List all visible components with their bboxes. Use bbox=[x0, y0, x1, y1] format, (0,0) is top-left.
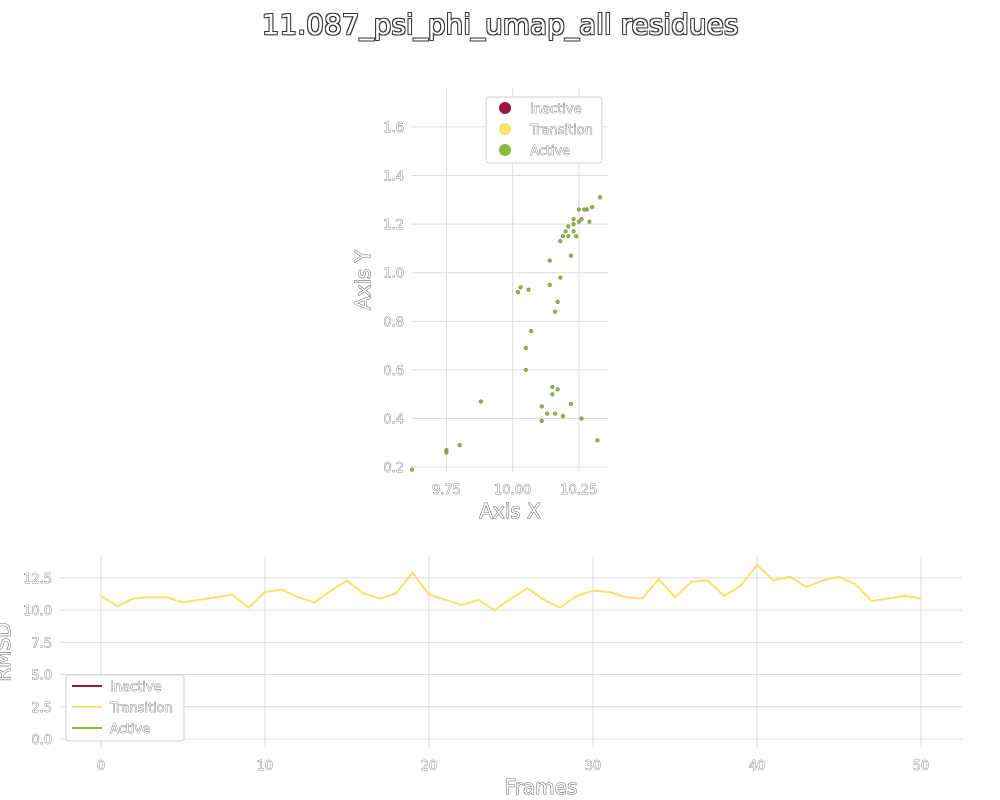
scatter-point bbox=[584, 207, 589, 212]
line-y-tick-label: 5.0 bbox=[31, 669, 52, 684]
scatter-y-tick-label: 1.0 bbox=[383, 267, 404, 282]
chart-title: 11.087_psi_phi_umap_all residues bbox=[261, 8, 739, 41]
line-y-tick-label: 10.0 bbox=[23, 604, 52, 619]
scatter-point bbox=[550, 392, 555, 397]
line-legend-label-active: Active bbox=[110, 722, 150, 737]
scatter-point bbox=[478, 399, 483, 404]
line-legend: Inactive Transition Active bbox=[65, 674, 185, 742]
scatter-x-tick-label: 9.75 bbox=[432, 483, 461, 498]
line-y-tick-label: 2.5 bbox=[31, 701, 52, 716]
scatter-x-tick-label: 10.00 bbox=[494, 483, 531, 498]
scatter-y-tick-label: 0.2 bbox=[383, 461, 404, 476]
line-y-tick-label: 12.5 bbox=[23, 572, 52, 587]
scatter-point bbox=[590, 204, 595, 210]
scatter-point bbox=[568, 401, 574, 407]
scatter-x-tick-label: 10.25 bbox=[560, 483, 597, 498]
scatter-point bbox=[539, 404, 544, 409]
line-x-tick-label: 0 bbox=[97, 759, 105, 774]
scatter-point bbox=[523, 345, 528, 351]
scatter-point bbox=[576, 219, 581, 224]
scatter-point bbox=[571, 229, 576, 234]
scatter-point bbox=[552, 411, 558, 416]
scatter-point bbox=[560, 414, 566, 419]
scatter-point bbox=[560, 234, 566, 239]
scatter-point bbox=[571, 222, 576, 227]
scatter-point bbox=[555, 387, 560, 392]
scatter-y-axis-label: Axis Y bbox=[351, 249, 375, 310]
scatter-point bbox=[571, 217, 576, 222]
scatter-y-tick-label: 1.2 bbox=[383, 218, 404, 233]
scatter-point bbox=[547, 282, 552, 287]
scatter-point bbox=[539, 418, 544, 424]
scatter-point bbox=[552, 309, 558, 314]
line-x-tick-label: 10 bbox=[257, 759, 274, 774]
scatter-point bbox=[568, 253, 574, 258]
scatter-point bbox=[526, 287, 531, 292]
scatter-point bbox=[558, 239, 563, 244]
scatter-point bbox=[550, 384, 555, 390]
line-legend-box bbox=[65, 674, 185, 742]
line-y-tick-label: 7.5 bbox=[31, 636, 52, 651]
line-x-tick-label: 50 bbox=[913, 759, 930, 774]
scatter-point bbox=[595, 438, 600, 443]
scatter-legend-label-transition: Transition bbox=[529, 123, 593, 138]
scatter-x-axis-label: Axis X bbox=[479, 499, 541, 523]
scatter-point bbox=[518, 285, 523, 290]
scatter-point bbox=[576, 207, 581, 212]
scatter-point bbox=[544, 411, 550, 416]
scatter-point bbox=[587, 219, 592, 224]
legend-marker-active bbox=[499, 144, 511, 156]
scatter-point bbox=[409, 467, 415, 472]
scatter-point bbox=[523, 367, 528, 373]
scatter-y-tick-label: 0.6 bbox=[383, 364, 404, 379]
rmsd-line-panel: 0 10 20 30 40 50 0.0 2.5 5.0 7.5 10.0 12.5 Frames R… bbox=[0, 556, 962, 799]
line-legend-label-inactive: Inactive bbox=[110, 680, 162, 695]
legend-marker-transition bbox=[499, 123, 511, 135]
line-y-tick-label: 0.0 bbox=[31, 733, 52, 748]
line-x-axis-label: Frames bbox=[505, 775, 578, 799]
scatter-point bbox=[529, 328, 534, 334]
scatter-point bbox=[555, 299, 560, 304]
line-legend-label-transition: Transition bbox=[109, 701, 173, 716]
series-line-transition bbox=[100, 563, 922, 612]
scatter-legend-label-active: Active bbox=[530, 144, 570, 159]
scatter-legend-label-inactive: Inactive bbox=[530, 102, 582, 117]
scatter-point bbox=[457, 443, 462, 448]
scatter-y-tick-label: 1.6 bbox=[383, 121, 404, 136]
line-y-axis-label: RMSD bbox=[0, 622, 15, 681]
scatter-y-tick-label: 0.4 bbox=[383, 413, 404, 428]
scatter-legend-box bbox=[485, 96, 603, 164]
scatter-point bbox=[563, 229, 568, 234]
scatter-point bbox=[574, 234, 579, 239]
scatter-point bbox=[566, 224, 571, 229]
scatter-y-tick-label: 0.8 bbox=[383, 315, 404, 330]
scatter-panel: 9.75 10.00 10.25 0.2 0.4 0.6 0.8 1.0 1.2 1.4 1.6 A… bbox=[351, 88, 608, 523]
scatter-legend: Inactive Transition Active bbox=[485, 96, 603, 164]
scatter-point bbox=[547, 258, 552, 263]
scatter-point bbox=[566, 234, 571, 239]
scatter-point bbox=[558, 275, 563, 280]
scatter-y-tick-label: 1.4 bbox=[383, 169, 404, 184]
legend-marker-inactive bbox=[499, 102, 511, 114]
scatter-point bbox=[579, 416, 584, 421]
line-x-tick-label: 40 bbox=[749, 759, 766, 774]
scatter-point bbox=[597, 195, 603, 200]
scatter-point bbox=[444, 448, 449, 453]
scatter-point bbox=[515, 290, 521, 295]
line-x-tick-label: 30 bbox=[585, 759, 602, 774]
scatter-point bbox=[579, 217, 584, 222]
line-x-tick-label: 20 bbox=[421, 759, 438, 774]
